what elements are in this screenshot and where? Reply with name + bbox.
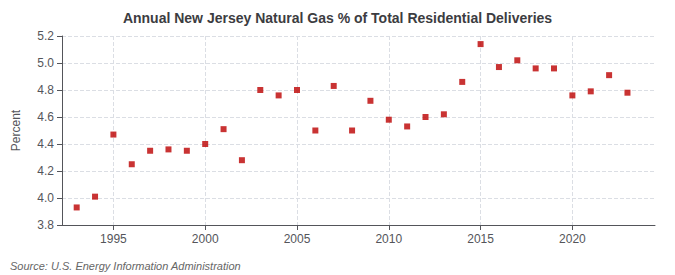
svg-text:2000: 2000 [192, 232, 219, 246]
svg-text:Percent: Percent [9, 109, 23, 151]
svg-text:1995: 1995 [100, 232, 127, 246]
svg-text:2015: 2015 [467, 232, 494, 246]
svg-text:5.0: 5.0 [37, 56, 54, 70]
svg-text:4.0: 4.0 [37, 191, 54, 205]
svg-text:2020: 2020 [559, 232, 586, 246]
svg-text:5.2: 5.2 [37, 29, 54, 43]
svg-text:Annual New Jersey Natural Gas: Annual New Jersey Natural Gas % of Total… [123, 10, 552, 26]
svg-text:2010: 2010 [375, 232, 402, 246]
svg-text:4.6: 4.6 [37, 110, 54, 124]
svg-text:Source: U.S. Energy Informatio: Source: U.S. Energy Information Administ… [10, 260, 241, 272]
svg-text:4.8: 4.8 [37, 83, 54, 97]
svg-text:4.2: 4.2 [37, 164, 54, 178]
svg-text:3.8: 3.8 [37, 218, 54, 232]
svg-text:4.4: 4.4 [37, 137, 54, 151]
svg-text:2005: 2005 [284, 232, 311, 246]
